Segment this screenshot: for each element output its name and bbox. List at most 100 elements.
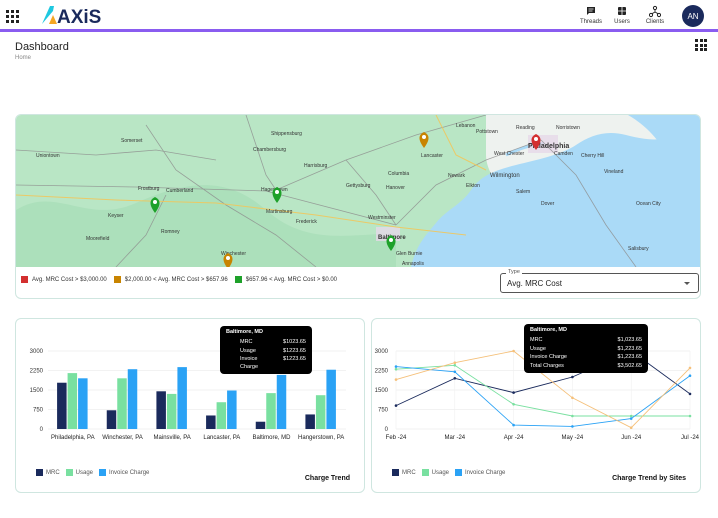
x-tick-label: May -24 — [562, 435, 584, 441]
x-tick-label: Lancaster, PA — [203, 435, 240, 441]
map-marker-green-1[interactable] — [150, 197, 160, 213]
svg-text:Camden: Camden — [554, 151, 573, 157]
clients-icon — [649, 5, 661, 18]
svg-text:Norristown: Norristown — [556, 125, 580, 131]
nav-clients[interactable]: Clients — [639, 5, 671, 25]
data-point — [512, 349, 515, 353]
x-tick-label: Feb -24 — [386, 435, 407, 441]
app-grid-icon[interactable] — [6, 10, 19, 23]
svg-text:Columbia: Columbia — [388, 171, 409, 177]
svg-text:Lebanon: Lebanon — [456, 123, 476, 129]
bar — [57, 382, 67, 429]
user-avatar[interactable]: AN — [682, 5, 704, 27]
bar — [67, 373, 78, 429]
breadcrumb[interactable]: Home — [15, 55, 32, 61]
svg-text:Vineland: Vineland — [604, 169, 624, 175]
type-select-label: Type — [506, 269, 522, 275]
svg-text:AXiS: AXiS — [57, 7, 101, 27]
nav-threads[interactable]: Threads — [575, 5, 607, 25]
svg-text:Salem: Salem — [516, 189, 530, 195]
svg-text:Somerset: Somerset — [121, 138, 143, 144]
svg-text:Romney: Romney — [161, 229, 180, 235]
bar — [276, 374, 287, 429]
charge-trend-by-sites-card: 3000 2250 1500 750 0 Feb -24 Mar -24 Apr -24 May… — [371, 318, 701, 493]
svg-text:Pottstown: Pottstown — [476, 129, 498, 135]
data-point — [688, 414, 692, 418]
bar-chart-title: Charge Trend — [304, 475, 350, 482]
svg-text:Dover: Dover — [541, 201, 555, 207]
y-tick-label: 750 — [378, 408, 389, 414]
data-point — [453, 370, 457, 374]
y-tick-label: 2250 — [30, 369, 44, 375]
svg-text:Hanover: Hanover — [386, 185, 405, 191]
bar — [326, 369, 336, 429]
svg-text:Winchester: Winchester — [221, 251, 246, 257]
bar — [127, 369, 138, 429]
x-tick-label: Baltimore, MD — [252, 435, 291, 441]
map-marker-green-3[interactable] — [386, 235, 396, 251]
bar — [106, 410, 117, 429]
svg-text:Elkton: Elkton — [466, 183, 480, 189]
top-bar: AXiS Threads Users Clients AN — [0, 0, 718, 32]
svg-text:Uniontown: Uniontown — [36, 153, 60, 159]
bar-tooltip: Baltimore, MD MRC $1023.65 Usage $1223.65 … — [220, 326, 312, 374]
data-point — [629, 414, 633, 418]
apps-grid-icon[interactable] — [695, 39, 707, 51]
bar — [156, 391, 166, 429]
legend-item-low: $657.96 < Avg. MRC Cost > $0.00 — [234, 276, 337, 283]
map-card: Philadelphia Wilmington Baltimore Chambe… — [15, 114, 701, 299]
x-tick-label: Apr -24 — [504, 435, 524, 441]
x-tick-label: Hangerstown, PA — [298, 435, 344, 441]
svg-text:Salisbury: Salisbury — [628, 246, 649, 252]
data-point — [512, 403, 515, 406]
type-select[interactable]: Type Avg. MRC Cost — [500, 269, 699, 293]
bar — [117, 378, 127, 429]
axis-logo[interactable]: AXiS — [40, 3, 112, 27]
y-tick-label: 0 — [385, 427, 389, 433]
data-point — [394, 365, 398, 368]
svg-text:Westminster: Westminster — [368, 215, 396, 221]
bar — [177, 367, 187, 429]
bar-legend: MRC Usage Invoice Charge — [36, 469, 155, 476]
y-tick-label: 0 — [40, 427, 44, 433]
data-point — [688, 374, 692, 377]
svg-text:Harrisburg: Harrisburg — [304, 163, 328, 169]
bar — [266, 393, 276, 429]
svg-text:Moorefield: Moorefield — [86, 236, 110, 242]
legend-item-mid: $2,000.00 < Avg. MRC Cost > $657.96 — [113, 276, 228, 283]
svg-text:Cumberland: Cumberland — [166, 188, 193, 194]
bar — [255, 421, 266, 429]
x-tick-label: Mainsville, PA — [154, 435, 191, 441]
nav-users[interactable]: Users — [606, 5, 638, 25]
bar — [216, 402, 227, 429]
x-tick-label: Winchester, PA — [102, 435, 143, 441]
charge-trend-chart[interactable]: 3000 2250 1500 750 0 Philadelphia, PA Winchest… — [16, 319, 366, 494]
svg-text:Lancaster: Lancaster — [421, 153, 443, 159]
chevron-down-icon — [684, 282, 690, 285]
legend-item-high: Avg. MRC Cost > $3,000.00 — [21, 276, 107, 283]
y-tick-label: 3000 — [30, 349, 44, 355]
svg-text:Keyser: Keyser — [108, 213, 124, 219]
data-point — [629, 426, 633, 429]
svg-text:Chambersburg: Chambersburg — [253, 147, 286, 153]
svg-text:Glen Burnie: Glen Burnie — [396, 251, 423, 257]
site-map[interactable]: Philadelphia Wilmington Baltimore Chambe… — [16, 115, 701, 267]
map-marker-orange-2[interactable] — [223, 253, 233, 267]
y-tick-label: 2250 — [375, 369, 389, 375]
map-marker-red[interactable] — [531, 134, 541, 150]
svg-text:Newark: Newark — [448, 173, 465, 179]
type-select-value: Avg. MRC Cost — [507, 279, 562, 288]
x-tick-label: Jul -24 — [681, 435, 700, 441]
series-line — [395, 366, 691, 427]
svg-text:Wilmington: Wilmington — [490, 173, 520, 179]
data-point — [512, 423, 515, 427]
svg-text:Ocean City: Ocean City — [636, 201, 661, 207]
map-marker-orange-1[interactable] — [419, 132, 429, 148]
map-marker-green-2[interactable] — [272, 187, 282, 203]
bar — [166, 393, 177, 429]
data-point — [394, 378, 398, 381]
series-line — [395, 350, 691, 429]
bar — [227, 390, 237, 429]
data-point — [453, 361, 457, 364]
nav-threads-label: Threads — [579, 19, 602, 25]
